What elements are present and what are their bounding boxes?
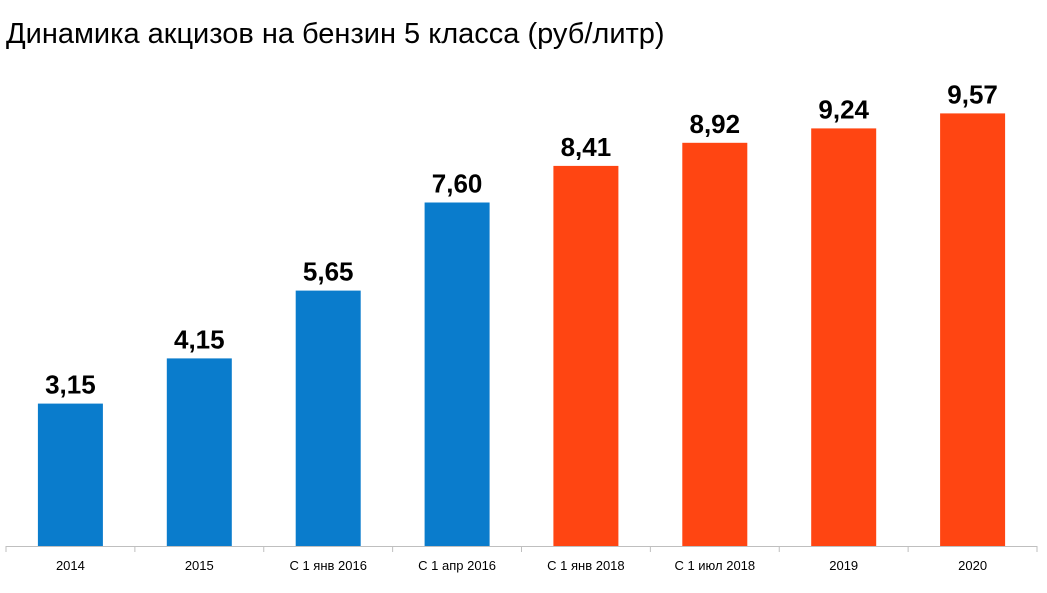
bar-2 bbox=[295, 290, 361, 546]
bar-value-label: 5,65 bbox=[303, 257, 354, 287]
x-axis-tick-labels-group: 2014 2015 С 1 янв 2016 С 1 апр 2016 С 1 янв … bbox=[56, 558, 987, 573]
x-tick-label: С 1 янв 2018 bbox=[547, 558, 625, 573]
bar-value-label: 4,15 bbox=[174, 324, 225, 354]
bar-value-label: 3,15 bbox=[45, 370, 96, 400]
bar-value-label: 7,60 bbox=[432, 169, 483, 199]
bar-value-label: 9,24 bbox=[818, 94, 869, 124]
bar-4 bbox=[553, 165, 619, 546]
x-axis-ticks-group bbox=[5, 546, 1038, 552]
x-tick-label: 2014 bbox=[56, 558, 85, 573]
x-tick-label: С 1 янв 2016 bbox=[289, 558, 367, 573]
bar-value-label: 9,57 bbox=[947, 79, 998, 109]
x-tick-label: 2020 bbox=[958, 558, 987, 573]
value-labels-group: 3,15 4,15 5,65 7,60 8,41 8,92 9,24 9,57 bbox=[45, 79, 998, 399]
bar-7 bbox=[940, 113, 1006, 547]
x-tick-label: С 1 июл 2018 bbox=[674, 558, 755, 573]
bar-5 bbox=[682, 142, 748, 547]
x-tick-label: 2015 bbox=[185, 558, 214, 573]
bar-0 bbox=[37, 403, 103, 546]
bar-value-label: 8,41 bbox=[561, 132, 612, 162]
chart-title: Динамика акцизов на бензин 5 класса (руб… bbox=[6, 18, 665, 50]
bar-1 bbox=[166, 358, 232, 546]
x-tick-label: С 1 апр 2016 bbox=[418, 558, 496, 573]
bar-3 bbox=[424, 202, 490, 546]
bar-value-label: 8,92 bbox=[689, 109, 740, 139]
x-tick-label: 2019 bbox=[829, 558, 858, 573]
bar-6 bbox=[811, 128, 877, 546]
bars-group bbox=[37, 113, 1006, 547]
